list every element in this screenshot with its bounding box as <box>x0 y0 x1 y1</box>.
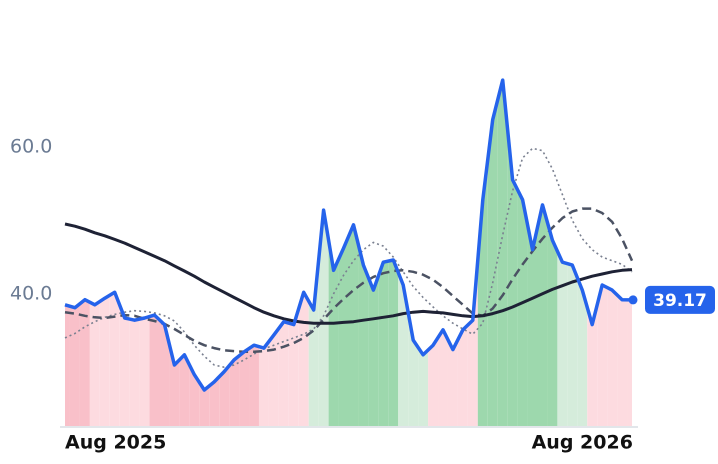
regime-area <box>477 159 488 426</box>
axes: 40.0 60.0 Aug 2025 Aug 2026 39.17 <box>10 135 715 454</box>
regime-area <box>229 355 240 426</box>
regime-area <box>278 321 289 426</box>
regime-area <box>239 348 250 426</box>
regime-area <box>149 315 160 426</box>
regime-area <box>617 294 628 426</box>
last-value-badge <box>645 285 715 314</box>
x-tick-label: Aug 2026 <box>532 432 633 454</box>
regime-area <box>209 376 220 426</box>
regime-area <box>288 308 299 426</box>
regime-area <box>139 316 150 426</box>
regime-area <box>408 312 419 426</box>
regime-area <box>577 277 588 426</box>
regime-area <box>318 210 329 426</box>
regime-area <box>79 299 90 426</box>
regime-area <box>398 272 409 426</box>
last-point <box>628 295 638 305</box>
regime-area <box>557 251 568 426</box>
regime-areas <box>65 80 632 427</box>
x-tick-label: Aug 2025 <box>65 432 166 454</box>
last-value-label: 39.17 <box>653 291 707 311</box>
regime-area <box>258 341 269 426</box>
regime-area <box>527 224 538 426</box>
regime-area <box>249 345 259 426</box>
regime-area <box>487 99 498 427</box>
regime-area <box>378 261 389 426</box>
regime-area <box>219 365 230 426</box>
regime-area <box>627 299 632 426</box>
regime-area <box>388 260 399 426</box>
regime-area <box>348 224 359 426</box>
regime-area <box>358 244 369 426</box>
series-line <box>64 147 633 368</box>
regime-area <box>179 354 190 426</box>
regime-area <box>119 305 130 426</box>
regime-area <box>338 236 349 426</box>
regime-area <box>418 347 429 426</box>
regime-area <box>268 328 279 426</box>
regime-area <box>169 344 180 426</box>
regime-area <box>199 382 210 426</box>
regime-area <box>547 222 558 426</box>
regime-area <box>457 325 468 426</box>
regime-area <box>428 337 439 426</box>
y-tick-label: 60.0 <box>10 135 52 157</box>
regime-area <box>497 80 508 426</box>
regime-area <box>159 319 170 426</box>
regime-area <box>328 240 339 426</box>
regime-area <box>607 287 618 426</box>
regime-area <box>129 319 140 426</box>
regime-area <box>537 204 548 426</box>
series-line <box>64 78 633 392</box>
lines <box>64 78 634 392</box>
regime-area <box>368 276 379 426</box>
regime-area <box>438 329 448 426</box>
regime-area <box>447 339 458 426</box>
regime-area <box>65 304 70 426</box>
regime-area <box>567 263 578 426</box>
regime-area <box>99 295 110 426</box>
series-line <box>64 207 634 354</box>
regime-area <box>89 301 100 426</box>
regime-area <box>587 304 598 426</box>
regime-area <box>517 189 528 426</box>
regime-area <box>298 292 309 426</box>
y-tick-label: 40.0 <box>10 282 52 304</box>
regime-area <box>69 303 80 426</box>
series-line <box>64 222 633 325</box>
regime-area <box>597 284 608 426</box>
regime-area <box>109 292 120 426</box>
